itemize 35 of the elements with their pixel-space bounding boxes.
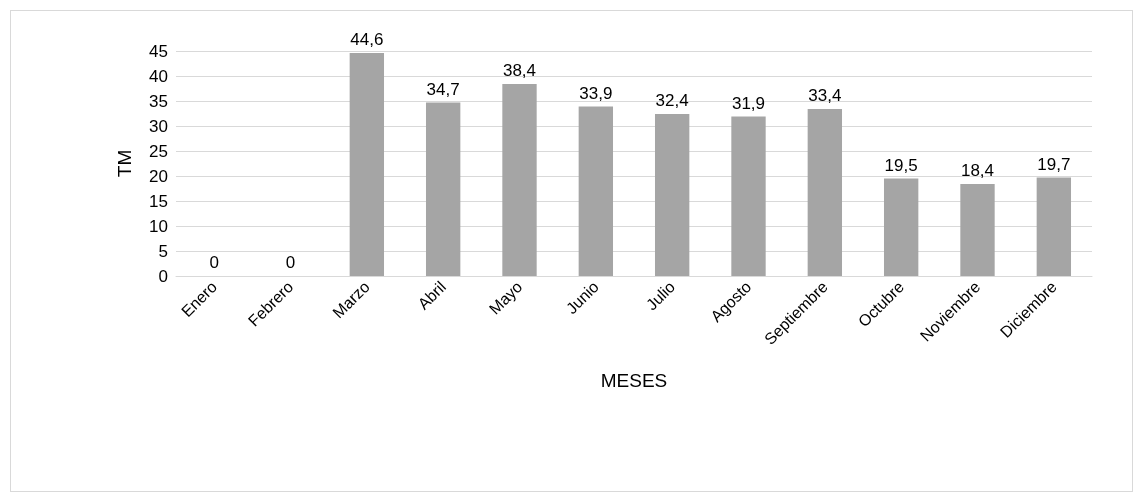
x-tick-label: Julio <box>642 277 679 314</box>
data-label: 34,7 <box>426 79 460 99</box>
data-label: 0 <box>209 253 219 272</box>
x-axis-title: MESES <box>600 370 668 391</box>
y-tick-label: 15 <box>149 191 168 211</box>
y-tick-label: 30 <box>149 116 168 136</box>
bar <box>349 53 385 276</box>
bar <box>731 116 766 276</box>
bar <box>654 114 690 276</box>
bar <box>883 178 919 276</box>
bar <box>502 84 537 276</box>
data-label: 0 <box>285 253 296 272</box>
y-tick-label: 20 <box>149 166 168 186</box>
y-axis-title: TM <box>114 149 135 178</box>
data-label: 44,6 <box>350 30 384 49</box>
data-label: 31,9 <box>731 93 766 113</box>
y-tick-label: 35 <box>149 91 168 111</box>
bar <box>425 102 461 276</box>
y-tick-label: 45 <box>149 41 168 61</box>
y-tick-label: 25 <box>149 141 168 161</box>
data-label: 18,4 <box>960 161 995 180</box>
data-label: 19,7 <box>1037 154 1071 174</box>
bar <box>807 109 843 276</box>
data-label: 33,9 <box>579 83 613 103</box>
data-label: 19,5 <box>884 155 918 175</box>
bar <box>1036 177 1072 276</box>
y-tick-label: 10 <box>149 216 168 236</box>
y-tick-label: 0 <box>158 266 168 286</box>
y-tick-label: 5 <box>158 241 168 261</box>
bar <box>578 106 614 276</box>
data-label: 33,4 <box>808 86 842 105</box>
y-tick-label: 40 <box>149 66 168 86</box>
bar <box>960 184 995 276</box>
data-label: 38,4 <box>502 61 537 80</box>
data-label: 32,4 <box>655 91 689 110</box>
